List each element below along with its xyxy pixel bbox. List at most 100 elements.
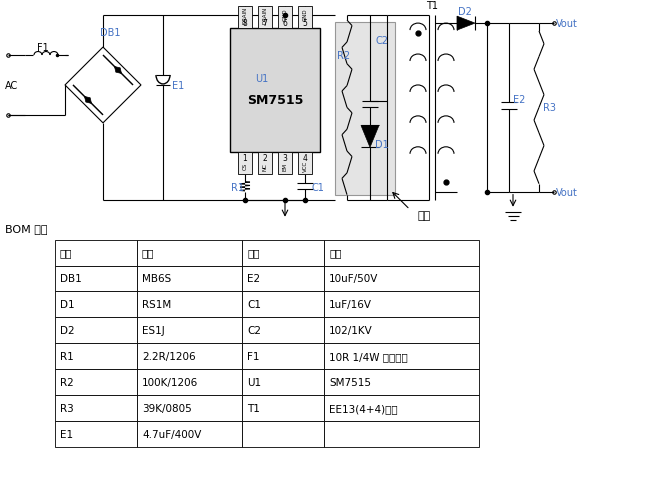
Text: T1: T1 bbox=[426, 1, 438, 11]
Bar bbox=[137, 240, 242, 266]
Bar bbox=[137, 421, 242, 447]
Bar bbox=[324, 395, 479, 421]
Text: T1: T1 bbox=[247, 404, 260, 413]
Text: 位号: 位号 bbox=[60, 248, 72, 258]
Text: AC: AC bbox=[5, 81, 18, 91]
Bar bbox=[238, 152, 252, 174]
Bar bbox=[242, 344, 324, 369]
Text: ES1J: ES1J bbox=[142, 325, 165, 336]
Polygon shape bbox=[457, 17, 475, 31]
Text: 位号: 位号 bbox=[247, 248, 260, 258]
Text: 7: 7 bbox=[262, 19, 268, 27]
Text: DRAIN: DRAIN bbox=[262, 6, 268, 24]
Bar bbox=[324, 369, 479, 395]
Polygon shape bbox=[115, 67, 120, 73]
Bar bbox=[137, 369, 242, 395]
Bar bbox=[242, 395, 324, 421]
Bar bbox=[55, 266, 137, 292]
Bar bbox=[324, 240, 479, 266]
Text: E1: E1 bbox=[172, 81, 185, 91]
Text: EM: EM bbox=[282, 163, 287, 170]
Text: C1: C1 bbox=[311, 183, 324, 192]
Polygon shape bbox=[116, 69, 121, 74]
Bar bbox=[242, 240, 324, 266]
Text: 1uF/16V: 1uF/16V bbox=[329, 300, 372, 310]
Bar bbox=[278, 152, 292, 174]
Text: MB6S: MB6S bbox=[142, 274, 171, 284]
Text: 8: 8 bbox=[243, 19, 248, 27]
Text: NC: NC bbox=[262, 163, 268, 170]
Text: C1: C1 bbox=[247, 300, 261, 310]
Bar bbox=[55, 421, 137, 447]
Text: 39K/0805: 39K/0805 bbox=[142, 404, 192, 413]
Bar bbox=[238, 7, 252, 29]
Bar bbox=[242, 421, 324, 447]
Text: 5: 5 bbox=[303, 19, 307, 27]
Bar bbox=[242, 292, 324, 318]
Text: E1: E1 bbox=[60, 429, 73, 439]
Text: 102/1KV: 102/1KV bbox=[329, 325, 373, 336]
Bar bbox=[242, 318, 324, 344]
Polygon shape bbox=[86, 99, 91, 104]
Text: Vout: Vout bbox=[556, 187, 578, 197]
Bar bbox=[55, 344, 137, 369]
Text: D1: D1 bbox=[60, 300, 74, 310]
Text: SM7515: SM7515 bbox=[247, 94, 303, 107]
Text: 4: 4 bbox=[303, 154, 307, 163]
Text: R2: R2 bbox=[60, 378, 74, 387]
Text: 6: 6 bbox=[282, 19, 287, 27]
Text: EE13(4+4)卧式: EE13(4+4)卧式 bbox=[329, 404, 398, 413]
Bar bbox=[55, 318, 137, 344]
Bar bbox=[258, 7, 272, 29]
Text: VCC: VCC bbox=[303, 161, 307, 172]
Bar bbox=[137, 266, 242, 292]
Text: DB1: DB1 bbox=[60, 274, 82, 284]
Text: R3: R3 bbox=[543, 103, 556, 113]
Bar bbox=[137, 292, 242, 318]
Polygon shape bbox=[361, 126, 379, 148]
Bar bbox=[324, 421, 479, 447]
Text: 1: 1 bbox=[243, 154, 248, 163]
Text: D2: D2 bbox=[60, 325, 74, 336]
Text: 2.2R/1206: 2.2R/1206 bbox=[142, 351, 196, 362]
Text: 参数: 参数 bbox=[329, 248, 342, 258]
Text: CS: CS bbox=[242, 163, 248, 170]
Text: GND: GND bbox=[282, 9, 287, 21]
Text: F1: F1 bbox=[247, 351, 260, 362]
Bar bbox=[278, 7, 292, 29]
Text: E2: E2 bbox=[513, 95, 525, 105]
Text: 参数: 参数 bbox=[142, 248, 154, 258]
Bar bbox=[242, 266, 324, 292]
Polygon shape bbox=[85, 97, 90, 103]
Text: 4.7uF/400V: 4.7uF/400V bbox=[142, 429, 201, 439]
Text: R2: R2 bbox=[337, 51, 350, 61]
Text: 10R 1/4W 绕线电阻: 10R 1/4W 绕线电阻 bbox=[329, 351, 408, 362]
Bar bbox=[298, 7, 312, 29]
Text: 2: 2 bbox=[262, 154, 267, 163]
Bar bbox=[230, 29, 320, 152]
Text: R1: R1 bbox=[231, 183, 244, 192]
Text: Vout: Vout bbox=[556, 19, 578, 29]
Text: 吸收: 吸收 bbox=[418, 210, 431, 220]
Text: 10uF/50V: 10uF/50V bbox=[329, 274, 378, 284]
Bar bbox=[324, 344, 479, 369]
Bar bbox=[55, 240, 137, 266]
Bar bbox=[324, 318, 479, 344]
Text: DRAIN: DRAIN bbox=[242, 6, 248, 24]
Text: U1: U1 bbox=[255, 74, 268, 84]
Text: BOM 表：: BOM 表： bbox=[5, 223, 48, 233]
Bar bbox=[137, 318, 242, 344]
Text: F1: F1 bbox=[37, 43, 49, 53]
Bar bbox=[55, 292, 137, 318]
Bar bbox=[137, 344, 242, 369]
Bar bbox=[335, 23, 395, 195]
Text: 100K/1206: 100K/1206 bbox=[142, 378, 198, 387]
Text: 3: 3 bbox=[282, 154, 287, 163]
Bar bbox=[258, 152, 272, 174]
Text: D1: D1 bbox=[375, 140, 389, 150]
Bar bbox=[55, 369, 137, 395]
Text: R1: R1 bbox=[60, 351, 74, 362]
Bar bbox=[55, 395, 137, 421]
Text: D2: D2 bbox=[458, 7, 472, 17]
Text: U1: U1 bbox=[247, 378, 261, 387]
